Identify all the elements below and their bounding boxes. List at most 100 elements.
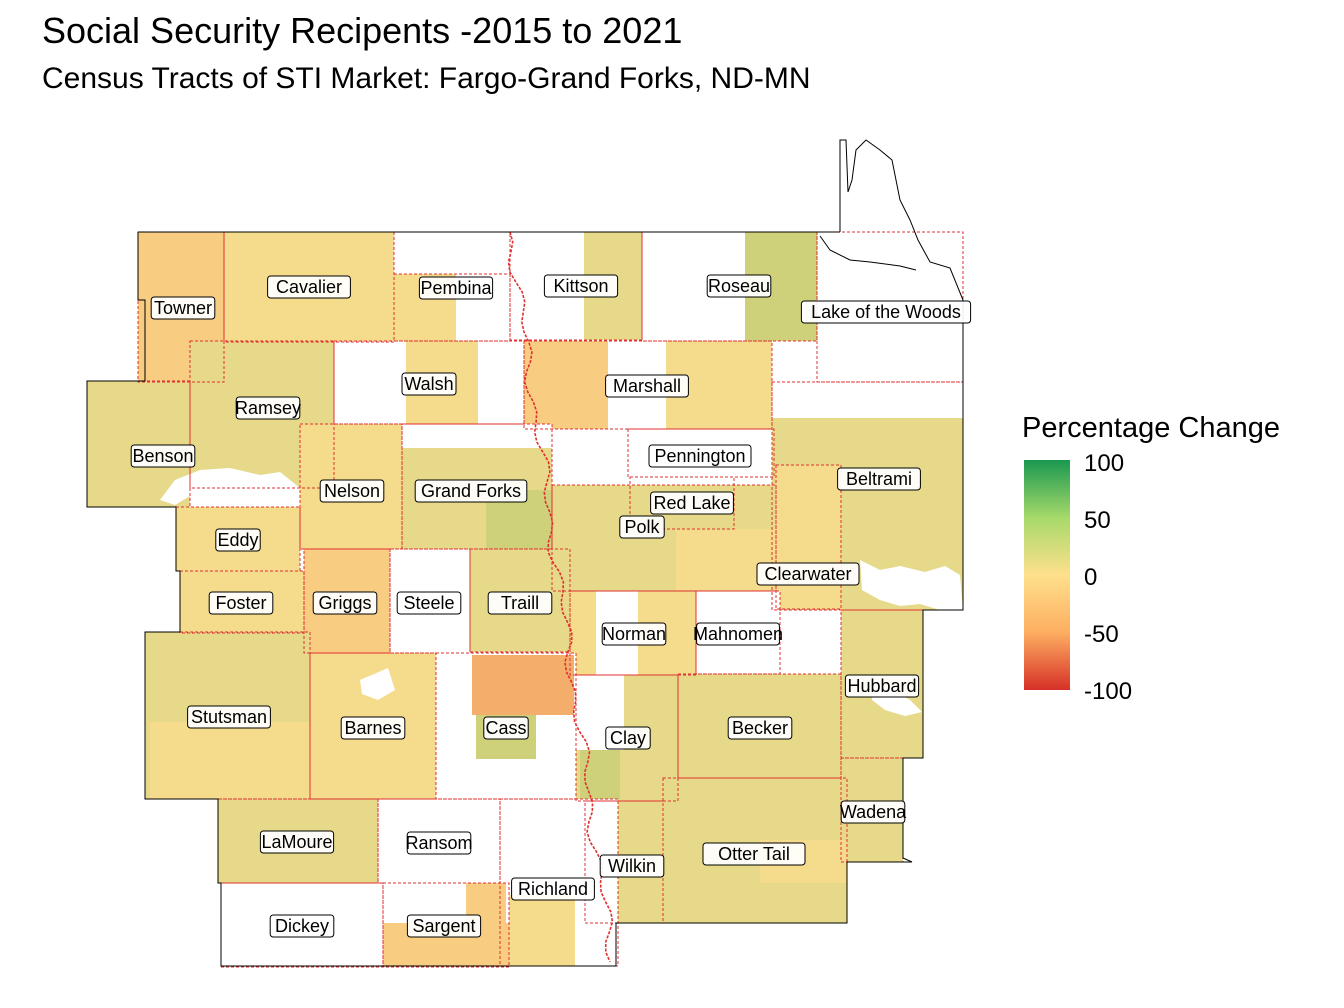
county-label-text: Norman [602,624,666,644]
county-label-ransom: Ransom [405,831,473,855]
map-subtitle: Census Tracts of STI Market: Fargo-Grand… [42,62,811,95]
tract-fill [509,895,575,966]
county-label-text: Nelson [324,481,380,501]
tract-fill [772,382,963,418]
county-label-text: Griggs [318,593,371,613]
county-label-text: Eddy [217,530,258,550]
county-border [382,882,510,968]
tract-fill [524,341,608,429]
county-label-text: Polk [624,517,660,537]
legend-title: Percentage Change [1022,412,1280,444]
lake-area [160,468,300,505]
legend-tick: 100 [1084,450,1125,477]
county-label-hubbard: Hubbard [844,674,920,698]
county-border [189,340,335,489]
county-label-pennington: Pennington [648,444,752,468]
county-label-wadena: Wadena [840,800,907,824]
tract-fill [224,232,394,272]
lake-area [548,738,566,758]
county-label-lamoure: LaMoure [259,830,335,854]
county-label-text: Ramsey [235,398,301,418]
region-outline [86,139,964,967]
county-label-kittson: Kittson [543,274,619,298]
legend-tick: -100 [1084,678,1133,705]
county-label-richland: Richland [511,877,595,901]
county-label-beltrami: Beltrami [837,467,921,491]
county-label-sargent: Sargent [406,914,482,938]
county-label-ramsey: Ramsey [235,396,301,420]
county-label-lake-of-the-woods: Lake of the Woods [800,300,972,324]
state-line-river [507,231,614,963]
legend-color-bar [1024,460,1070,690]
county-label-text: Pennington [654,446,745,466]
county-label-text: Sargent [412,916,475,936]
tract-fill [145,632,310,712]
county-label-text: Wadena [840,802,907,822]
county-label-stutsman: Stutsman [187,705,271,729]
county-label-text: Clearwater [764,564,851,584]
region-outline-path [839,139,964,301]
county-label-grand-forks: Grand Forks [414,479,528,503]
tract-fill [841,610,923,680]
county-label-text: Wilkin [608,856,656,876]
legend: Percentage Change 100 50 0 -50 -100 [1022,412,1322,712]
tract-fill [150,722,310,799]
county-border [695,590,781,675]
county-label-text: Hubbard [847,676,916,696]
county-label-steele: Steele [396,591,462,615]
county-label-text: Marshall [613,376,681,396]
county-label-eddy: Eddy [215,528,261,552]
county-label-text: Foster [215,593,266,613]
county-label-marshall: Marshall [605,374,689,398]
lake-area [860,560,963,610]
county-label-text: Becker [732,718,788,738]
county-border [629,476,735,530]
tract-fill [772,341,836,382]
county-label-text: Kittson [553,276,608,296]
county-label-text: Barnes [344,718,401,738]
county-label-pembina: Pembina [418,276,494,300]
tract-fill [552,429,628,485]
county-label-polk: Polk [619,515,665,539]
county-label-text: Red Lake [653,493,730,513]
county-label-wilkin: Wilkin [599,854,665,878]
county-label-text: LaMoure [261,832,332,852]
county-label-walsh: Walsh [401,372,457,396]
county-border [389,548,471,654]
county-label-text: Clay [610,728,646,748]
county-labels: Towner Cavalier Pembina Kittson Roseau Lake o… [130,274,972,938]
county-fill-clearwater [776,465,841,609]
county-label-text: Beltrami [846,469,912,489]
county-label-text: Pembina [420,278,492,298]
tract-fill [478,341,524,424]
county-label-norman: Norman [601,622,667,646]
county-label-nelson: Nelson [319,479,385,503]
county-label-text: Benson [132,446,193,466]
county-label-cass: Cass [483,716,529,740]
county-label-text: Lake of the Woods [811,302,961,322]
county-label-text: Otter Tail [718,844,790,864]
county-label-red-lake: Red Lake [650,491,734,515]
region-outline-path [819,235,917,271]
tract-fill [334,341,406,424]
county-label-text: Roseau [708,276,770,296]
county-label-benson: Benson [130,444,196,468]
county-label-text: Ransom [405,833,472,853]
county-label-griggs: Griggs [312,591,378,615]
tract-fill [402,424,552,448]
tract-fills [87,232,963,967]
region-outline-path [86,231,964,967]
county-label-text: Walsh [404,374,453,394]
county-label-mahnomen: Mahnomen [693,622,783,646]
tract-fill [580,750,620,799]
county-label-towner: Towner [150,296,216,320]
county-label-barnes: Barnes [340,716,406,740]
tract-fill [836,341,963,382]
tract-fill [138,232,224,292]
county-label-text: Steele [403,593,454,613]
county-border [677,673,842,779]
legend-tick: 0 [1084,564,1098,591]
county-label-text: Dickey [275,916,329,936]
no-data-areas [160,468,963,758]
